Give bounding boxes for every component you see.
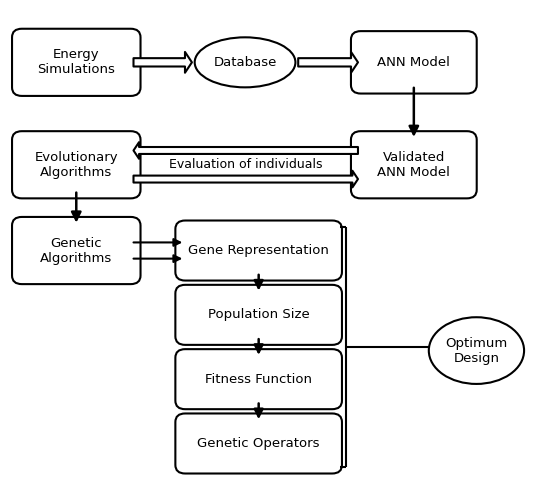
Text: Optimum
Design: Optimum Design [446, 336, 508, 364]
Text: Evolutionary
Algorithms: Evolutionary Algorithms [35, 151, 118, 179]
Text: ANN Model: ANN Model [377, 56, 450, 69]
Ellipse shape [429, 317, 524, 384]
Text: Database: Database [213, 56, 277, 69]
Text: Genetic Operators: Genetic Operators [197, 437, 320, 450]
Text: Genetic
Algorithms: Genetic Algorithms [40, 237, 112, 265]
Ellipse shape [195, 37, 295, 87]
FancyBboxPatch shape [175, 285, 342, 345]
FancyBboxPatch shape [351, 131, 477, 199]
FancyBboxPatch shape [12, 217, 140, 284]
Text: Evaluation of individuals: Evaluation of individuals [169, 158, 322, 171]
Text: Validated
ANN Model: Validated ANN Model [377, 151, 450, 179]
Text: Gene Representation: Gene Representation [188, 244, 329, 257]
Text: Population Size: Population Size [208, 308, 310, 321]
FancyBboxPatch shape [12, 131, 140, 199]
FancyBboxPatch shape [12, 29, 140, 96]
Text: Fitness Function: Fitness Function [205, 373, 312, 386]
FancyBboxPatch shape [175, 414, 342, 473]
FancyBboxPatch shape [351, 31, 477, 94]
FancyBboxPatch shape [175, 220, 342, 281]
Text: Energy
Simulations: Energy Simulations [37, 48, 115, 76]
FancyBboxPatch shape [175, 349, 342, 409]
